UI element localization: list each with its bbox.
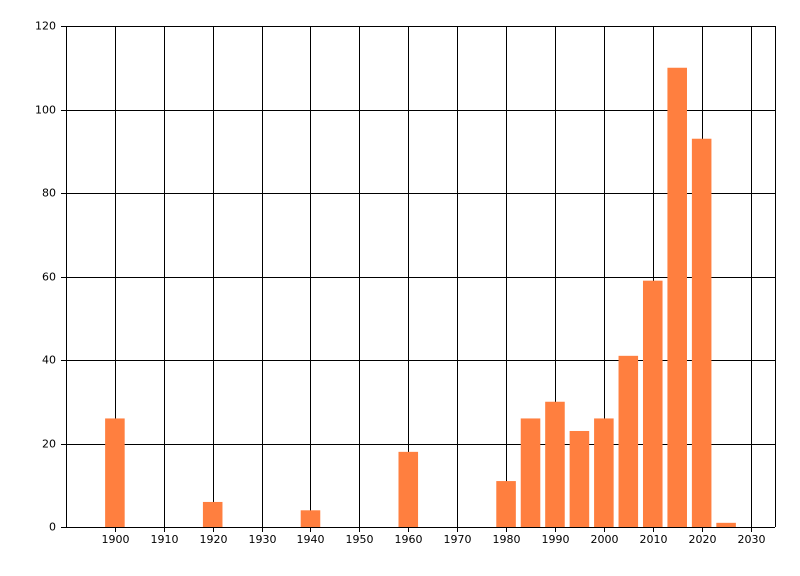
x-tick-label: 1900	[102, 533, 130, 546]
bar	[716, 522, 736, 527]
bar	[520, 418, 541, 527]
x-tick-label: 1980	[493, 533, 521, 546]
x-tick-label: 1970	[444, 533, 472, 546]
bar	[569, 430, 590, 527]
x-tick-label: 1960	[395, 533, 423, 546]
x-tick-label: 1920	[200, 533, 228, 546]
x-tick-label: 2010	[640, 533, 668, 546]
x-tick-label: 2030	[738, 533, 766, 546]
x-tick-label: 2000	[591, 533, 619, 546]
y-tick-label: 120	[35, 20, 56, 33]
bar	[618, 355, 639, 527]
bar	[202, 501, 223, 527]
y-tick-label: 60	[42, 271, 56, 284]
bar	[496, 481, 516, 527]
x-tick-label: 2020	[689, 533, 717, 546]
y-tick-label: 40	[42, 354, 56, 367]
y-tick-label: 0	[49, 521, 56, 534]
bar	[545, 401, 565, 527]
bar	[642, 280, 663, 527]
bar	[398, 451, 419, 527]
x-tick-label: 1930	[249, 533, 277, 546]
y-tick-label: 100	[35, 104, 56, 117]
bar	[105, 418, 125, 527]
y-tick-label: 80	[42, 187, 56, 200]
bar	[691, 138, 712, 527]
x-tick-label: 1990	[542, 533, 570, 546]
x-tick-label: 1940	[297, 533, 325, 546]
x-tick-label: 1950	[346, 533, 374, 546]
x-tick-label: 1910	[151, 533, 179, 546]
bar	[594, 418, 614, 527]
y-tick-label: 20	[42, 438, 56, 451]
bar	[300, 510, 321, 527]
bar	[667, 67, 687, 527]
